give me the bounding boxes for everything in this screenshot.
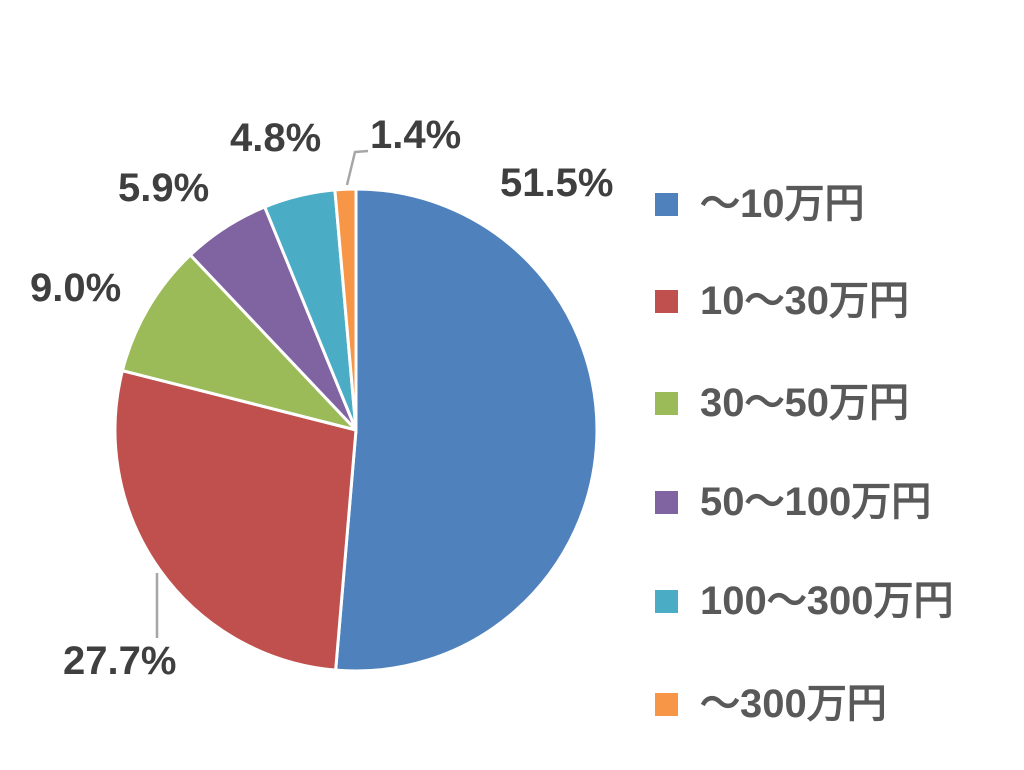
pie-slice-1 — [334, 187, 599, 673]
legend-swatch-icon — [655, 192, 678, 216]
data-label-slice-2: 27.7% — [63, 639, 177, 683]
pie-slice-6 — [333, 187, 358, 432]
data-label-slice-4: 5.9% — [118, 166, 210, 210]
legend-item-300k-500k: 30～50万円 — [655, 380, 909, 426]
data-label-slice-5: 4.8% — [230, 116, 322, 160]
legend-swatch-icon — [655, 589, 678, 613]
legend-swatch-icon — [655, 490, 678, 514]
pie-slices — [113, 187, 599, 673]
legend-item-label: 10～30万円 — [700, 279, 909, 323]
leader-line-1-4-percent — [345, 149, 369, 186]
data-label-slice-6: 1.4% — [370, 113, 462, 157]
legend-item-label: 30～50万円 — [700, 381, 909, 425]
legend-swatch-icon — [655, 692, 678, 716]
legend-item-label: ～300万円 — [700, 682, 887, 726]
data-label-slice-3: 9.0% — [30, 266, 122, 310]
legend-item-label: 50～100万円 — [700, 480, 932, 524]
legend-swatch-icon — [655, 391, 678, 415]
legend-swatch-icon — [655, 289, 678, 313]
data-label-slice-1: 51.5% — [500, 161, 614, 205]
legend-item-label: 100～300万円 — [700, 579, 954, 623]
legend-item-over-3m: ～300万円 — [655, 681, 887, 727]
pie-slice-3 — [120, 253, 358, 432]
pie-slice-2 — [113, 369, 358, 672]
legend-item-label: ～10万円 — [700, 182, 865, 226]
legend-item-under-100k: ～10万円 — [655, 181, 865, 227]
legend-item-1m-3m: 100～300万円 — [655, 578, 953, 624]
legend-item-100k-300k: 10～30万円 — [655, 278, 909, 324]
legend-item-500k-1m: 50～100万円 — [655, 479, 931, 525]
